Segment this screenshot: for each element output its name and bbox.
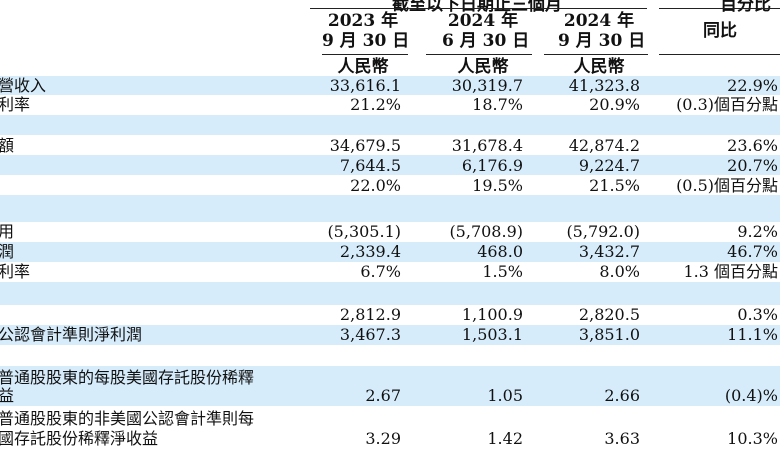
group-rule <box>310 8 647 9</box>
cell-2024-q2: 30,319.7 <box>451 76 523 95</box>
table-row: 潤 2,339.4 468.0 3,432.7 46.7% <box>0 242 780 262</box>
cell-2024-q3: 20.9% <box>589 95 640 114</box>
cell-2023-q3: 2,339.4 <box>339 242 401 261</box>
cell-2024-q2: 19.5% <box>472 176 523 195</box>
cell-yoy: 20.7% <box>727 156 778 175</box>
cell-2024-q2: 1,503.1 <box>461 325 523 344</box>
yoy-header: 同比 <box>703 21 737 41</box>
col1-rule <box>322 54 408 55</box>
cell-2023-q3: 33,616.1 <box>329 76 401 95</box>
cell-2023-q3: 2.67 <box>365 386 401 405</box>
row-label-line-2: 益 <box>0 386 15 405</box>
col3-year: 2024 年 <box>563 11 635 31</box>
table-row-spacer <box>0 195 780 222</box>
cell-2024-q3: 21.5% <box>589 176 640 195</box>
row-label: 潤 <box>0 242 15 261</box>
table-row: 營收入 33,616.1 30,319.7 41,323.8 22.9% <box>0 76 780 95</box>
col2-year: 2024 年 <box>447 11 519 31</box>
cell-2024-q3: 3.63 <box>604 429 640 448</box>
cell-yoy: 0.3% <box>737 305 778 324</box>
cell-2024-q2: 1.42 <box>487 429 523 448</box>
table-header: 截至以下日期止三個月 百分比 2023 年 9 月 30 日 人民幣 2024 … <box>0 0 780 84</box>
table-row: 普通股股東的非美國公認會計準則每 國存託股份稀釋淨收益 3.29 1.42 3.… <box>0 406 780 468</box>
col3-rule <box>544 54 648 55</box>
table-row: 2,812.9 1,100.9 2,820.5 0.3% <box>0 305 780 325</box>
row-label: 營收入 <box>0 76 47 95</box>
row-label: 公認會計準則淨利潤 <box>0 325 143 344</box>
cell-yoy: 1.3 個百分點 <box>683 262 778 281</box>
percent-rule <box>659 8 780 9</box>
table-row-spacer <box>0 282 780 305</box>
table-row: 利率 6.7% 1.5% 8.0% 1.3 個百分點 <box>0 262 780 282</box>
row-label-line-1: 普通股股東的非美國公認會計準則每 <box>0 409 255 428</box>
row-label-line-2: 國存託股份稀釋淨收益 <box>0 429 159 448</box>
cell-2023-q3: 2,812.9 <box>339 305 401 324</box>
row-label: 用 <box>0 222 15 241</box>
col1-date: 9 月 30 日 <box>322 31 410 51</box>
cell-yoy: (0.5)個百分點 <box>676 176 778 195</box>
percent-title: 百分比 <box>720 0 771 15</box>
cell-2023-q3: 21.2% <box>350 95 401 114</box>
cell-2023-q3: 22.0% <box>350 176 401 195</box>
table-row-spacer <box>0 345 780 366</box>
cell-yoy: 9.2% <box>737 222 778 241</box>
cell-2023-q3: (5,305.1) <box>327 222 401 241</box>
col1-year: 2023 年 <box>327 11 399 31</box>
cell-2023-q3: 7,644.5 <box>339 156 401 175</box>
cell-yoy: (0.4)% <box>724 386 778 405</box>
cell-2023-q3: 6.7% <box>360 262 401 281</box>
cell-yoy: 46.7% <box>727 242 778 261</box>
cell-2024-q3: (5,792.0) <box>566 222 640 241</box>
table-row: 7,644.5 6,176.9 9,224.7 20.7% <box>0 155 780 175</box>
table-row: 利率 21.2% 18.7% 20.9% (0.3)個百分點 <box>0 95 780 115</box>
cell-2024-q2: 1.05 <box>487 386 523 405</box>
cell-2024-q3: 3,432.7 <box>578 242 640 261</box>
table-row: 普通股股東的每股美國存託股份稀釋 益 2.67 1.05 2.66 (0.4)% <box>0 366 780 406</box>
cell-2024-q2: 31,678.4 <box>451 136 523 155</box>
row-label: 利率 <box>0 262 31 281</box>
yoy-rule <box>659 54 780 55</box>
cell-2024-q3: 2.66 <box>604 386 640 405</box>
cell-2024-q2: (5,708.9) <box>449 222 523 241</box>
table-row: 用 (5,305.1) (5,708.9) (5,792.0) 9.2% <box>0 222 780 242</box>
cell-2024-q3: 9,224.7 <box>578 156 640 175</box>
cell-yoy: (0.3)個百分點 <box>676 95 778 114</box>
cell-2024-q3: 8.0% <box>599 262 640 281</box>
table-row: 公認會計準則淨利潤 3,467.3 1,503.1 3,851.0 11.1% <box>0 325 780 345</box>
table-row: 額 34,679.5 31,678.4 42,874.2 23.6% <box>0 135 780 155</box>
cell-2023-q3: 3.29 <box>365 429 401 448</box>
table-row-spacer <box>0 115 780 135</box>
row-label: 利率 <box>0 95 31 114</box>
cell-2024-q3: 41,323.8 <box>568 76 640 95</box>
cell-2024-q3: 3,851.0 <box>578 325 640 344</box>
col1-currency: 人民幣 <box>337 57 389 77</box>
cell-yoy: 23.6% <box>727 136 778 155</box>
cell-2024-q3: 42,874.2 <box>568 136 640 155</box>
cell-2024-q2: 6,176.9 <box>461 156 523 175</box>
cell-2023-q3: 34,679.5 <box>329 136 401 155</box>
col3-date: 9 月 30 日 <box>558 31 646 51</box>
cell-yoy: 11.1% <box>727 325 778 344</box>
cell-2024-q2: 1.5% <box>482 262 523 281</box>
col3-currency: 人民幣 <box>573 57 625 77</box>
cell-2024-q2: 1,100.9 <box>461 305 523 324</box>
cell-2024-q3: 2,820.5 <box>578 305 640 324</box>
group-title: 截至以下日期止三個月 <box>392 0 562 15</box>
col2-date: 6 月 30 日 <box>442 31 530 51</box>
row-label: 額 <box>0 136 15 155</box>
row-label-line-1: 普通股股東的每股美國存託股份稀釋 <box>0 368 255 387</box>
col2-currency: 人民幣 <box>457 57 509 77</box>
col2-rule <box>426 54 532 55</box>
cell-2024-q2: 18.7% <box>472 95 523 114</box>
table-row: 22.0% 19.5% 21.5% (0.5)個百分點 <box>0 175 780 195</box>
cell-yoy: 10.3% <box>727 429 778 448</box>
cell-yoy: 22.9% <box>727 76 778 95</box>
cell-2023-q3: 3,467.3 <box>339 325 401 344</box>
cell-2024-q2: 468.0 <box>477 242 523 261</box>
